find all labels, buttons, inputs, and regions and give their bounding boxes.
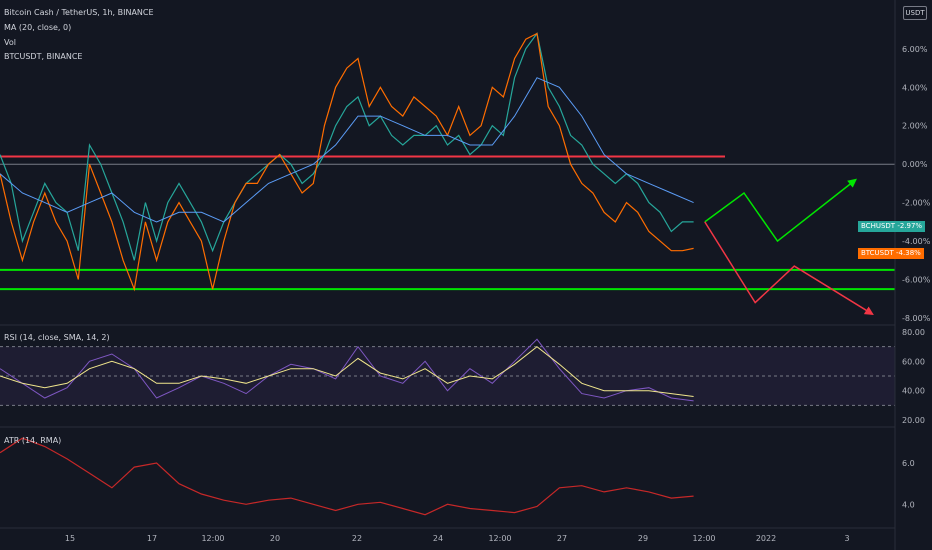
rsi-tick-label: 20.00 (902, 416, 925, 425)
moving-average-line[interactable] (0, 77, 694, 223)
y-tick-label: -4.00% (902, 237, 931, 246)
rsi-tick-label: 80.00 (902, 328, 925, 337)
legend-vol[interactable]: Vol (4, 38, 16, 47)
y-tick-label: 6.00% (902, 45, 928, 54)
x-tick-label: 12:00 (692, 534, 715, 543)
legend-compare[interactable]: BTCUSDT, BINANCE (4, 52, 83, 61)
rsi-tick-label: 60.00 (902, 357, 925, 366)
x-tick-label: 29 (638, 534, 648, 543)
x-tick-label: 24 (433, 534, 443, 543)
rsi-ma-line[interactable] (0, 346, 694, 397)
price-tag-bchusdt: BCHUSDT -2.97% (858, 221, 926, 232)
price-tag-btcusdt: BTCUSDT -4.38% (858, 248, 924, 259)
x-tick-label: 20 (270, 534, 280, 543)
x-tick-label: 12:00 (201, 534, 224, 543)
y-tick-label: 2.00% (902, 122, 928, 131)
atr-legend[interactable]: ATR (14, RMA) (4, 436, 62, 445)
rsi-line[interactable] (0, 338, 694, 402)
x-tick-label: 22 (352, 534, 362, 543)
atr-line[interactable] (0, 437, 694, 516)
x-tick-label: 17 (147, 534, 157, 543)
y-tick-label: -8.00% (902, 314, 931, 323)
rsi-tick-label: 40.00 (902, 387, 925, 396)
y-tick-label: -2.00% (902, 199, 931, 208)
x-tick-label: 27 (557, 534, 567, 543)
price-tag-btcusdt-symbol: BTCUSDT (861, 249, 894, 257)
rsi-legend[interactable]: RSI (14, close, SMA, 14, 2) (4, 333, 110, 342)
series-line-btcusdt[interactable] (0, 32, 694, 292)
atr-tick-label: 6.0 (902, 459, 915, 468)
series-line-bchusdt[interactable] (0, 32, 694, 261)
y-tick-label: -6.00% (902, 276, 931, 285)
legend-symbol[interactable]: Bitcoin Cash / TetherUS, 1h, BINANCE (4, 8, 154, 17)
x-tick-label: 3 (844, 534, 849, 543)
x-tick-label: 15 (65, 534, 75, 543)
price-tag-bchusdt-value: -2.97% (897, 222, 923, 230)
price-tag-btcusdt-value: -4.38% (896, 249, 921, 257)
price-tag-bchusdt-symbol: BCHUSDT (861, 222, 896, 230)
y-tick-label: 4.00% (902, 83, 928, 92)
atr-tick-label: 4.0 (902, 500, 915, 509)
y-tick-label: 0.00% (902, 160, 928, 169)
legend-ma[interactable]: MA (20, close, 0) (4, 23, 72, 32)
projection-arrow[interactable] (704, 221, 874, 315)
projection-arrow[interactable] (704, 178, 857, 243)
x-tick-label: 12:00 (488, 534, 511, 543)
currency-button[interactable]: USDT (903, 6, 927, 20)
x-tick-label: 2022 (756, 534, 776, 543)
